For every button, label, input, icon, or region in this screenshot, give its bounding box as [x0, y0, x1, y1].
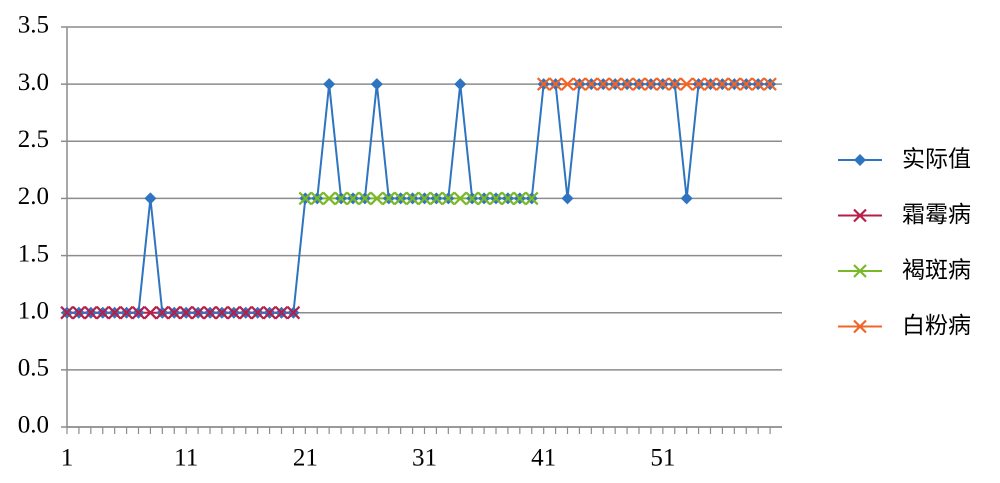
- data-point: [274, 305, 289, 320]
- data-point: [179, 305, 193, 320]
- data-point: [250, 305, 265, 320]
- data-point: [358, 191, 372, 206]
- data-point: [429, 191, 444, 206]
- data-point: [143, 305, 158, 320]
- legend-marker: [853, 264, 867, 278]
- data-point: [513, 191, 527, 206]
- data-point: [667, 77, 682, 91]
- y-tick-label: 3.0: [18, 69, 49, 96]
- data-point: [144, 192, 157, 205]
- data-point: [561, 192, 574, 205]
- data-point: [584, 77, 599, 91]
- data-point: [215, 305, 229, 320]
- data-point: [501, 191, 515, 206]
- data-point: [370, 78, 383, 91]
- data-point: [632, 77, 646, 91]
- data-point: [465, 191, 479, 206]
- data-point: [739, 77, 754, 91]
- x-tick-label: 31: [412, 445, 437, 472]
- data-point: [441, 191, 456, 206]
- x-tick-label: 41: [531, 445, 556, 472]
- legend-marker: [853, 208, 867, 223]
- data-point: [107, 305, 122, 320]
- legend-marker: [853, 319, 867, 334]
- data-point: [298, 191, 313, 206]
- data-point: [155, 305, 170, 320]
- data-point: [656, 77, 670, 91]
- legend-label: 实际值: [902, 147, 971, 173]
- data-point: [119, 305, 134, 320]
- data-point: [334, 191, 348, 206]
- data-point: [608, 77, 622, 91]
- data-point: [715, 77, 730, 91]
- data-point: [524, 191, 539, 206]
- data-point: [262, 305, 277, 320]
- x-tick-label: 51: [650, 445, 675, 472]
- data-point: [727, 77, 742, 91]
- data-point: [238, 305, 253, 320]
- data-point: [763, 77, 777, 91]
- data-point: [60, 305, 74, 320]
- data-point: [454, 78, 467, 91]
- data-point: [191, 305, 205, 320]
- y-tick-label: 0.5: [18, 355, 49, 382]
- data-point: [203, 305, 217, 320]
- y-tick-label: 3.5: [18, 12, 49, 39]
- data-point: [322, 191, 336, 206]
- data-point: [346, 191, 360, 206]
- y-tick-label: 2.0: [18, 183, 49, 210]
- data-point: [679, 77, 694, 91]
- data-point: [572, 77, 587, 91]
- data-point: [72, 305, 86, 320]
- data-point: [548, 77, 563, 91]
- data-point: [703, 77, 718, 91]
- data-point: [477, 191, 491, 206]
- data-point: [644, 77, 658, 91]
- data-point: [227, 305, 241, 320]
- data-point: [417, 191, 432, 206]
- data-point: [751, 77, 765, 91]
- x-tick-label: 1: [61, 445, 74, 472]
- y-tick-label: 1.5: [18, 240, 49, 267]
- data-point: [310, 191, 325, 206]
- data-point: [323, 78, 336, 91]
- y-tick-label: 1.0: [18, 297, 49, 324]
- data-point: [84, 305, 98, 320]
- data-point: [286, 305, 301, 320]
- data-point: [560, 77, 575, 91]
- data-point: [370, 191, 384, 206]
- data-point: [167, 305, 182, 320]
- data-point: [680, 192, 693, 205]
- data-point: [536, 77, 551, 91]
- data-point: [131, 305, 146, 320]
- data-point: [95, 305, 110, 320]
- data-point: [381, 191, 396, 206]
- legend-marker: [854, 154, 866, 166]
- y-tick-label: 0.0: [18, 412, 49, 439]
- data-point: [453, 191, 468, 206]
- data-point: [620, 77, 634, 91]
- legend-label: 褐斑病: [902, 258, 971, 284]
- data-point: [405, 191, 420, 206]
- y-tick-label: 2.5: [18, 126, 49, 153]
- x-tick-label: 21: [293, 445, 318, 472]
- data-point: [393, 191, 408, 206]
- data-point: [691, 77, 706, 91]
- legend-label: 白粉病: [902, 313, 971, 339]
- x-tick-label: 11: [174, 445, 198, 472]
- legend-label: 霜霉病: [902, 202, 971, 228]
- data-point: [489, 191, 503, 206]
- data-point: [596, 77, 611, 91]
